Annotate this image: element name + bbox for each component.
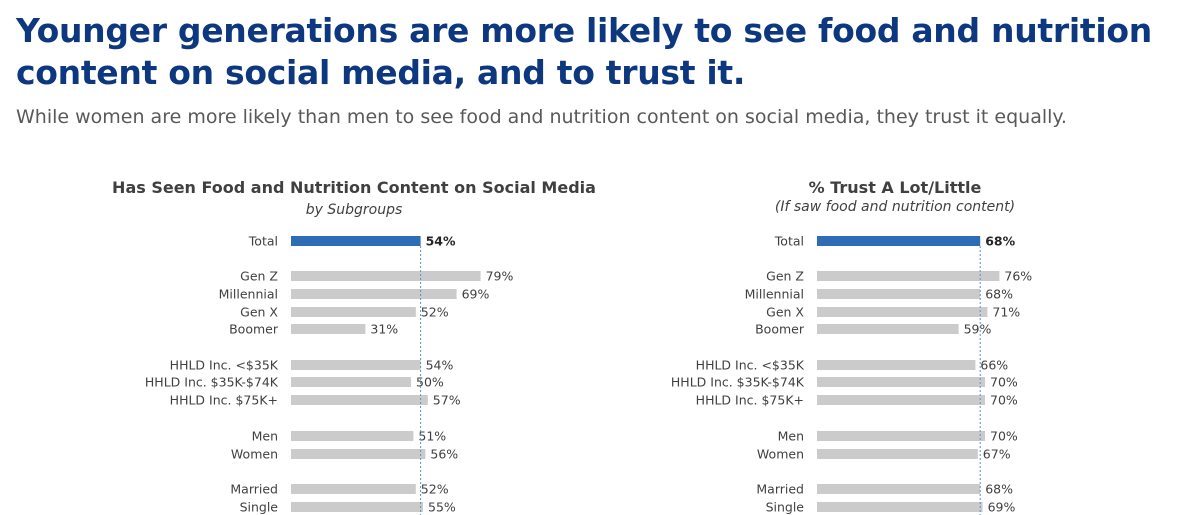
bar bbox=[817, 484, 981, 494]
category-label: Gen Z bbox=[240, 269, 278, 284]
category-label: Millennial bbox=[219, 287, 278, 302]
category-label: Married bbox=[230, 482, 278, 497]
value-label: 52% bbox=[421, 482, 449, 497]
value-label: 57% bbox=[433, 393, 461, 408]
bar bbox=[291, 395, 428, 405]
bar-total bbox=[291, 236, 421, 246]
value-label: 51% bbox=[418, 429, 446, 444]
plot-area: Total 54% Gen Z 79% Millennial 69% Gen X 52% Boo… bbox=[145, 234, 514, 515]
value-label: 68% bbox=[985, 482, 1013, 497]
bar bbox=[291, 502, 423, 512]
value-label: 54% bbox=[426, 234, 456, 249]
bar bbox=[291, 484, 416, 494]
category-label: HHLD Inc. $75K+ bbox=[696, 393, 804, 408]
bar bbox=[291, 377, 411, 387]
bar bbox=[291, 324, 366, 334]
category-label: Total bbox=[774, 234, 804, 249]
bar bbox=[817, 360, 976, 370]
bar bbox=[817, 449, 978, 459]
category-label: HHLD Inc. <$35K bbox=[696, 358, 805, 373]
bar bbox=[817, 324, 959, 334]
chart-subtitle: by Subgroups bbox=[306, 202, 403, 218]
value-label: 69% bbox=[462, 287, 490, 302]
category-label: Total bbox=[248, 234, 278, 249]
value-label: 68% bbox=[985, 287, 1013, 302]
bar-total bbox=[817, 236, 981, 246]
subheadline: While women are more likely than men to … bbox=[16, 106, 1067, 128]
category-label: Single bbox=[240, 500, 279, 515]
bar bbox=[817, 431, 985, 441]
bar bbox=[817, 271, 1000, 281]
bar bbox=[817, 307, 988, 317]
value-label: 79% bbox=[486, 269, 514, 284]
value-label: 69% bbox=[988, 500, 1016, 515]
bar bbox=[817, 502, 983, 512]
value-label: 70% bbox=[990, 429, 1018, 444]
headline: Younger generations are more likely to s… bbox=[16, 11, 1152, 92]
bar bbox=[291, 449, 426, 459]
bar bbox=[817, 289, 981, 299]
bar bbox=[291, 289, 457, 299]
bar bbox=[817, 395, 985, 405]
category-label: HHLD Inc. $35K-$74K bbox=[671, 375, 805, 390]
value-label: 52% bbox=[421, 305, 449, 320]
chart-trust: % Trust A Lot/Little (If saw food and nu… bbox=[671, 178, 1032, 515]
plot-area: Total 68% Gen Z 76% Millennial 68% Gen X 71% Boo… bbox=[671, 234, 1032, 515]
value-label: 76% bbox=[1004, 269, 1032, 284]
category-label: Women bbox=[231, 447, 278, 462]
category-label: Single bbox=[766, 500, 805, 515]
value-label: 55% bbox=[428, 500, 456, 515]
value-label: 67% bbox=[983, 447, 1011, 462]
category-label: Millennial bbox=[745, 287, 804, 302]
category-label: HHLD Inc. $35K-$74K bbox=[145, 375, 279, 390]
category-label: Boomer bbox=[229, 322, 279, 337]
value-label: 54% bbox=[426, 358, 454, 373]
chart-title: Has Seen Food and Nutrition Content on S… bbox=[112, 178, 596, 197]
category-label: HHLD Inc. $75K+ bbox=[170, 393, 278, 408]
value-label: 31% bbox=[370, 322, 398, 337]
value-label: 68% bbox=[985, 234, 1015, 249]
category-label: Gen X bbox=[766, 305, 804, 320]
category-label: Gen X bbox=[240, 305, 278, 320]
bar bbox=[291, 431, 414, 441]
category-label: Married bbox=[756, 482, 804, 497]
value-label: 70% bbox=[990, 375, 1018, 390]
value-label: 50% bbox=[416, 375, 444, 390]
category-label: Women bbox=[757, 447, 804, 462]
category-label: HHLD Inc. <$35K bbox=[170, 358, 279, 373]
value-label: 56% bbox=[430, 447, 458, 462]
bar bbox=[291, 307, 416, 317]
bar bbox=[817, 377, 985, 387]
category-label: Men bbox=[252, 429, 278, 444]
bar bbox=[291, 360, 421, 370]
category-label: Gen Z bbox=[766, 269, 804, 284]
chart-seen-content: Has Seen Food and Nutrition Content on S… bbox=[112, 178, 596, 515]
value-label: 70% bbox=[990, 393, 1018, 408]
category-label: Boomer bbox=[755, 322, 805, 337]
value-label: 71% bbox=[992, 305, 1020, 320]
chart-title: % Trust A Lot/Little bbox=[809, 178, 982, 197]
chart-subtitle: (If saw food and nutrition content) bbox=[775, 199, 1015, 215]
value-label: 59% bbox=[964, 322, 992, 337]
bar bbox=[291, 271, 481, 281]
value-label: 66% bbox=[980, 358, 1008, 373]
category-label: Men bbox=[778, 429, 804, 444]
